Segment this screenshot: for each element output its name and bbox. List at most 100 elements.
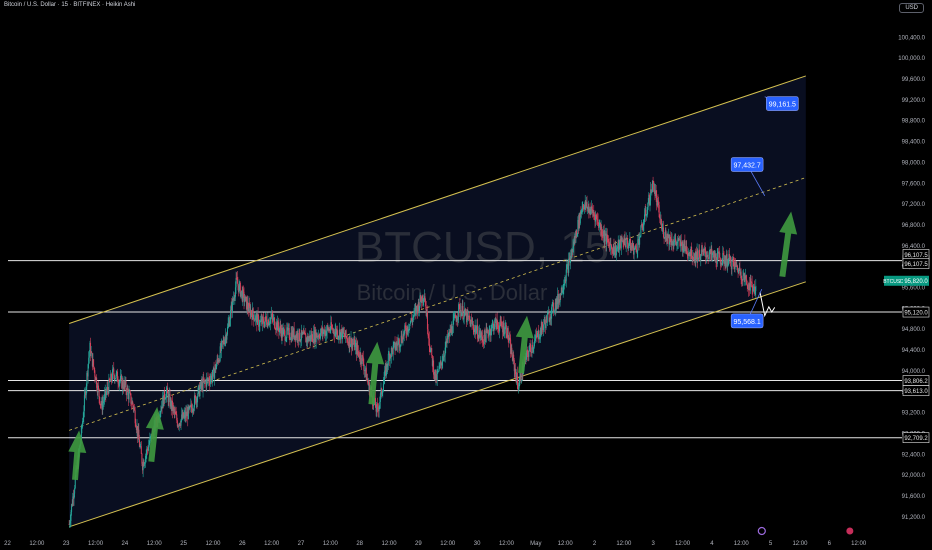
candle-body (660, 218, 662, 224)
candle-body (382, 391, 384, 393)
candle-body (192, 410, 194, 411)
candle-body (193, 407, 195, 411)
candle-body (92, 359, 94, 367)
candle-body (595, 214, 597, 222)
currency-button[interactable]: USD (899, 3, 924, 13)
candle-body (663, 237, 665, 238)
candle-body (437, 370, 439, 372)
economic-event-icon[interactable] (846, 527, 854, 535)
candle-body (579, 211, 581, 224)
candle-body (621, 237, 623, 242)
candle-body (203, 378, 205, 382)
candle-body (336, 330, 338, 335)
candle-body (577, 219, 579, 234)
candle-body (498, 329, 500, 332)
channel-mid-line[interactable] (69, 177, 806, 431)
candle-body (500, 321, 502, 326)
candle-body (278, 327, 280, 333)
candle-body (210, 375, 212, 380)
y-tick-label: 100,000.0 (898, 56, 925, 62)
candle-body (446, 335, 448, 344)
candle-body (134, 407, 136, 411)
candle-body (360, 353, 362, 362)
candle-body (580, 211, 582, 214)
candle-body (733, 262, 735, 270)
candle-body (609, 243, 611, 251)
forecast-zigzag[interactable] (759, 292, 776, 318)
candle-body (485, 336, 487, 343)
candle-body (475, 326, 477, 334)
candle-body (661, 227, 663, 230)
candle-body (294, 335, 296, 339)
candle-body (90, 352, 92, 357)
candle-body (653, 181, 655, 192)
bullish-arrow[interactable] (68, 430, 87, 481)
candle-body (700, 255, 702, 261)
bullish-arrow[interactable] (779, 211, 798, 278)
candle-body (549, 316, 551, 321)
candle-body (723, 254, 725, 264)
candle-body (241, 290, 243, 301)
candle-body (680, 240, 682, 244)
candle-body (137, 429, 139, 437)
candle-body (233, 297, 235, 301)
bullish-arrow[interactable] (515, 315, 534, 374)
callout-box[interactable] (766, 96, 799, 111)
candle-body (71, 504, 73, 512)
level-price-badge (902, 258, 930, 269)
candle-body (662, 227, 664, 229)
candle-body (330, 322, 332, 329)
candle-body (493, 327, 495, 332)
channel-lower-line[interactable] (68, 281, 806, 528)
candle-body (200, 381, 202, 386)
callout-box[interactable] (730, 313, 764, 329)
candle-body (624, 237, 626, 246)
x-tick-label: 30 (474, 541, 481, 547)
channel-upper-line[interactable] (68, 75, 806, 324)
candle-body (730, 266, 732, 270)
bullish-arrow[interactable] (145, 406, 164, 462)
candle-body (195, 398, 197, 404)
candle-body (439, 364, 441, 367)
candle-body (618, 240, 620, 250)
candle-body (746, 284, 748, 286)
candle-body (142, 463, 144, 471)
candle-body (519, 377, 521, 385)
candle-body (562, 290, 564, 293)
candle-body (445, 340, 447, 344)
candle-body (457, 316, 459, 320)
candle-body (634, 247, 636, 249)
candle-body (420, 300, 422, 303)
callout-box[interactable] (730, 157, 764, 172)
candle-body (475, 330, 477, 334)
candle-body (251, 313, 253, 320)
candle-body (171, 400, 173, 412)
candle-body (477, 324, 479, 339)
candle-body (261, 319, 263, 325)
candle-body (326, 326, 328, 332)
candle-body (461, 306, 463, 313)
candle-body (607, 238, 609, 240)
candle-body (173, 406, 175, 410)
candle-body (188, 406, 190, 409)
candle-body (257, 313, 259, 317)
earnings-event-icon[interactable] (757, 526, 766, 536)
bullish-arrow[interactable] (366, 341, 385, 405)
candle-body (554, 302, 556, 311)
candle-body (719, 258, 721, 264)
candle-body (463, 312, 465, 319)
callout-price-label: 97,432.7 (733, 163, 760, 170)
candle-body (405, 327, 407, 333)
candle-body (180, 419, 182, 426)
candle-body (331, 328, 333, 329)
candle-body (165, 397, 167, 400)
candle-body (509, 337, 511, 340)
candle-body (625, 237, 627, 248)
candle-body (737, 269, 739, 273)
candle-body (724, 260, 726, 266)
candle-body (285, 340, 287, 342)
candle-body (130, 393, 132, 404)
candle-body (454, 314, 456, 317)
